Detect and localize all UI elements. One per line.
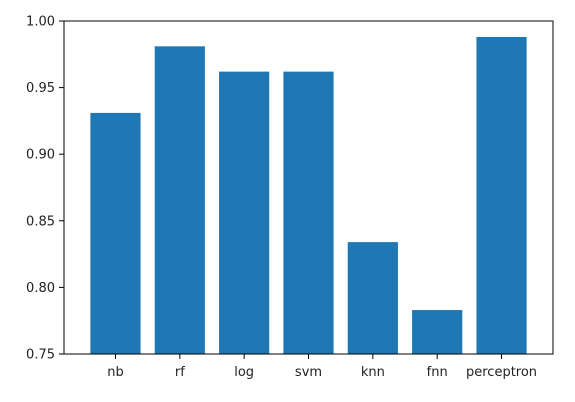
bar-perceptron: [476, 36, 527, 354]
bar-rf: [154, 46, 205, 355]
bar-nb: [90, 112, 141, 355]
x-tick-label-knn: knn: [361, 365, 385, 380]
x-axis: nb rf log svm knn fnn perceptron: [107, 354, 537, 380]
y-tick-label: 0.95: [26, 81, 55, 96]
x-tick-label-rf: rf: [175, 365, 185, 380]
bar-svm: [283, 71, 334, 354]
x-tick-label-fnn: fnn: [427, 365, 448, 380]
bar-fnn: [412, 310, 463, 354]
x-tick-label-nb: nb: [107, 365, 124, 380]
x-tick-label-perceptron: perceptron: [466, 365, 537, 380]
y-tick-label: 0.90: [26, 148, 55, 163]
bars-group: [90, 36, 527, 355]
x-tick-label-svm: svm: [295, 365, 322, 380]
bar-log: [219, 71, 270, 354]
y-tick-label: 0.85: [26, 214, 55, 229]
y-axis: 0.75 0.80 0.85 0.90 0.95 1.00: [26, 15, 64, 363]
x-tick-label-log: log: [234, 365, 254, 380]
y-tick-label: 0.75: [26, 348, 55, 363]
bar-knn: [347, 242, 398, 354]
y-tick-label: 0.80: [26, 281, 55, 296]
plot-frame: [63, 20, 554, 355]
y-tick-label: 1.00: [26, 15, 55, 30]
